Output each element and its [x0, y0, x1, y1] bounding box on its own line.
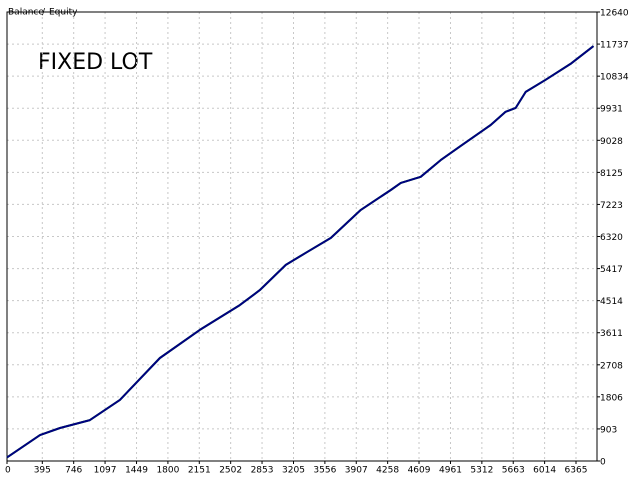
x-tick-label: 746 [65, 466, 82, 476]
y-tick-label: 3611 [600, 329, 623, 339]
y-tick-label: 12640 [600, 9, 629, 19]
y-tick-label: 11737 [600, 41, 629, 51]
y-tick-label: 903 [600, 425, 617, 435]
x-tick-label: 395 [34, 466, 51, 476]
x-tick-label: 5663 [502, 466, 525, 476]
y-tick-label: 5417 [600, 265, 623, 275]
y-tick-label: 4514 [600, 297, 623, 307]
y-tick-label: 8125 [600, 169, 623, 179]
x-tick-label: 2502 [219, 466, 242, 476]
y-tick-label: 10834 [600, 73, 629, 83]
x-tick-label: 4609 [408, 466, 431, 476]
y-tick-label: 2708 [600, 361, 623, 371]
x-tick-label: 3556 [313, 466, 336, 476]
x-tick-label: 2853 [251, 466, 274, 476]
x-tick-label: 0 [5, 466, 11, 476]
series-line [6, 45, 595, 459]
x-tick-label: 1097 [94, 466, 117, 476]
x-tick-label: 6365 [565, 466, 588, 476]
x-tick-label: 4961 [439, 466, 462, 476]
plot-frame [6, 11, 598, 462]
y-tick-label: 0 [600, 458, 606, 468]
annotation: FIXED LOT [38, 50, 153, 75]
y-tick-label: 6320 [600, 233, 623, 243]
y-tick-label: 9028 [600, 137, 623, 147]
y-tick-label: 7223 [600, 201, 623, 211]
x-tick-label: 3205 [282, 466, 305, 476]
x-tick-label: 1800 [156, 466, 179, 476]
x-tick-label: 3907 [345, 466, 368, 476]
x-tick-label: 5312 [470, 466, 493, 476]
x-tick-label: 2151 [188, 466, 211, 476]
x-tick-label: 1449 [125, 466, 148, 476]
y-tick-label: 1806 [600, 393, 623, 403]
x-tick-label: 4258 [376, 466, 399, 476]
x-tick-label: 6014 [533, 466, 556, 476]
y-tick-label: 9931 [600, 105, 623, 115]
